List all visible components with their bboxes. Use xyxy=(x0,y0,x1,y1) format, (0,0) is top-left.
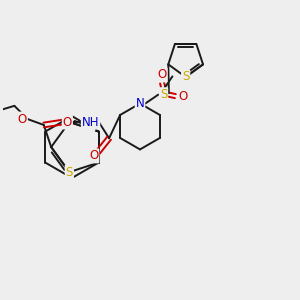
Text: N: N xyxy=(85,118,94,131)
Text: O: O xyxy=(18,112,27,126)
Text: O: O xyxy=(158,68,167,81)
Text: H: H xyxy=(89,115,97,125)
Text: S: S xyxy=(66,166,73,178)
Text: O: O xyxy=(179,90,188,103)
Text: NH: NH xyxy=(82,116,99,128)
Text: S: S xyxy=(182,70,189,83)
Text: O: O xyxy=(89,149,98,162)
Text: S: S xyxy=(160,88,167,101)
Text: N: N xyxy=(136,97,144,110)
Text: O: O xyxy=(63,116,72,128)
